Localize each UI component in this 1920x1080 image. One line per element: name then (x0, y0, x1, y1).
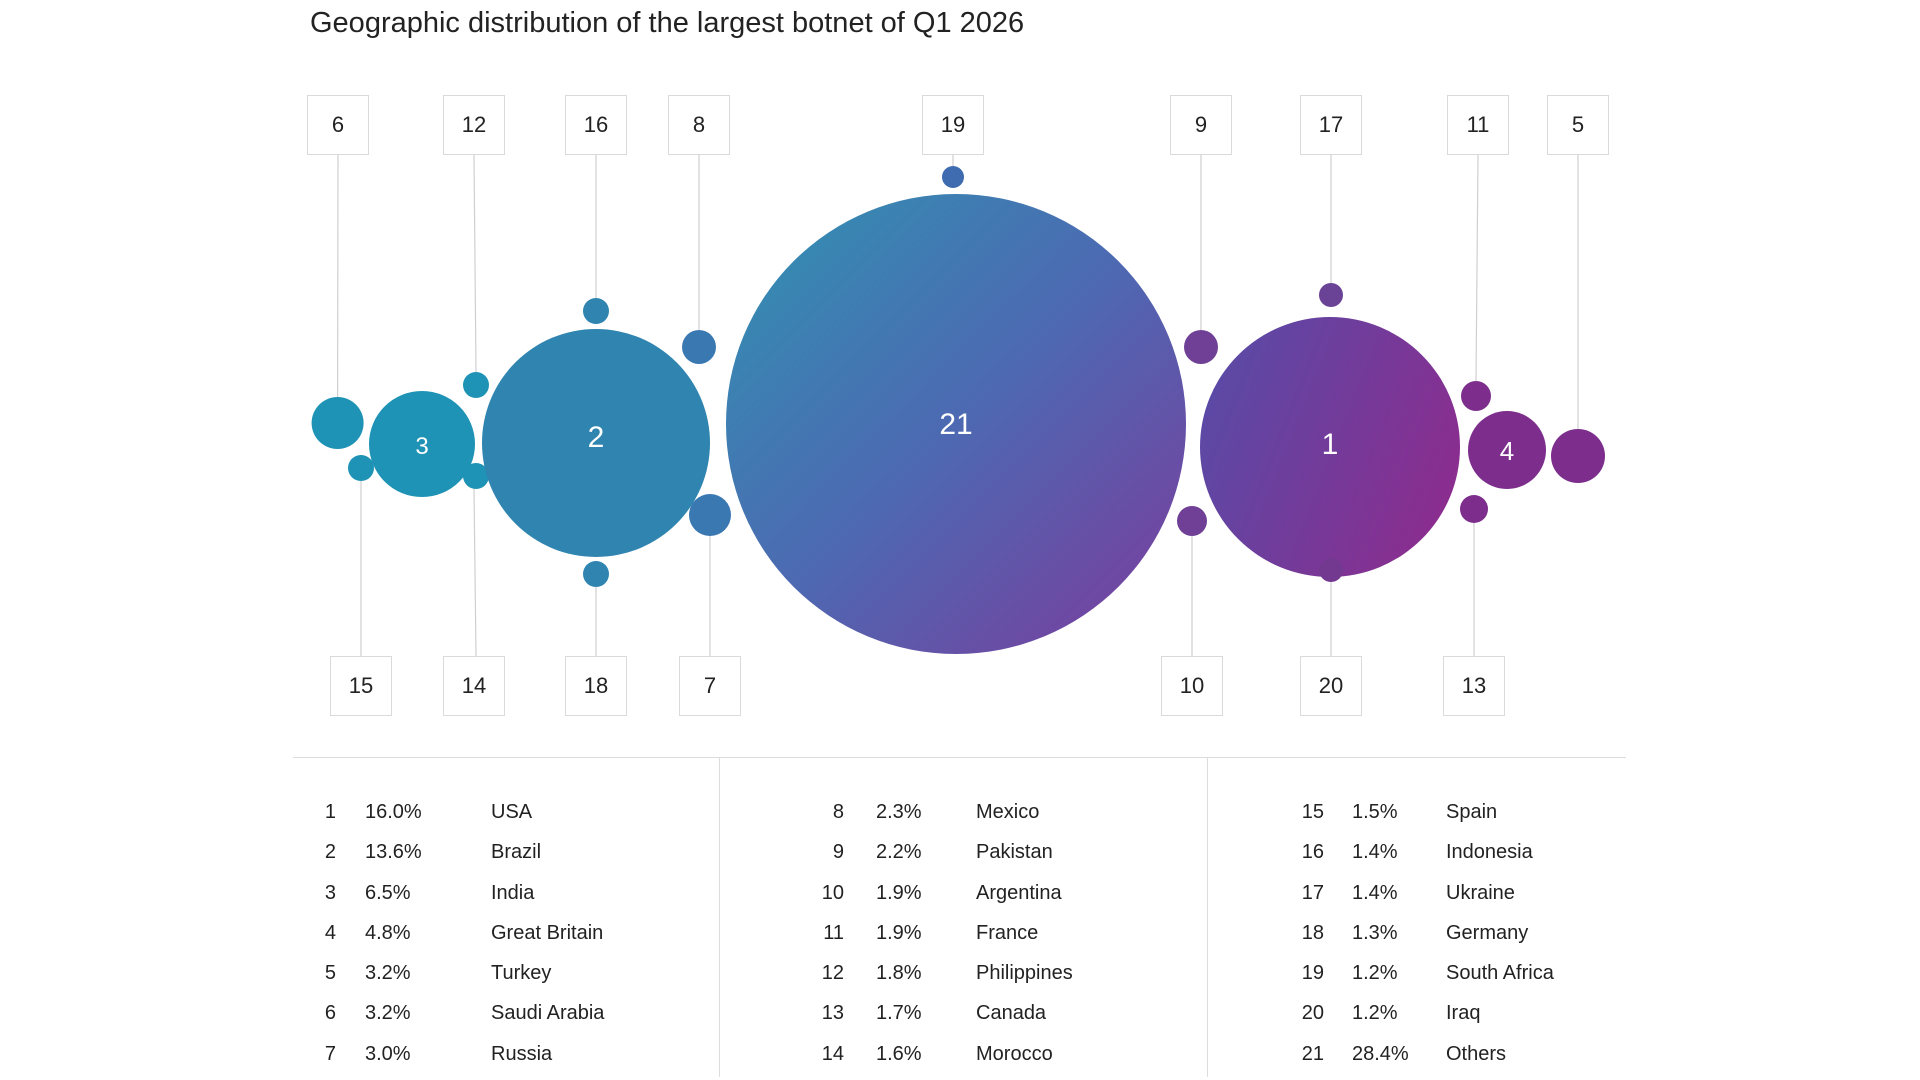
svg-text:3: 3 (415, 433, 428, 460)
svg-text:4: 4 (1500, 436, 1514, 466)
svg-text:21: 21 (939, 408, 972, 441)
svg-text:1: 1 (1322, 428, 1339, 461)
svg-text:2: 2 (588, 421, 605, 454)
